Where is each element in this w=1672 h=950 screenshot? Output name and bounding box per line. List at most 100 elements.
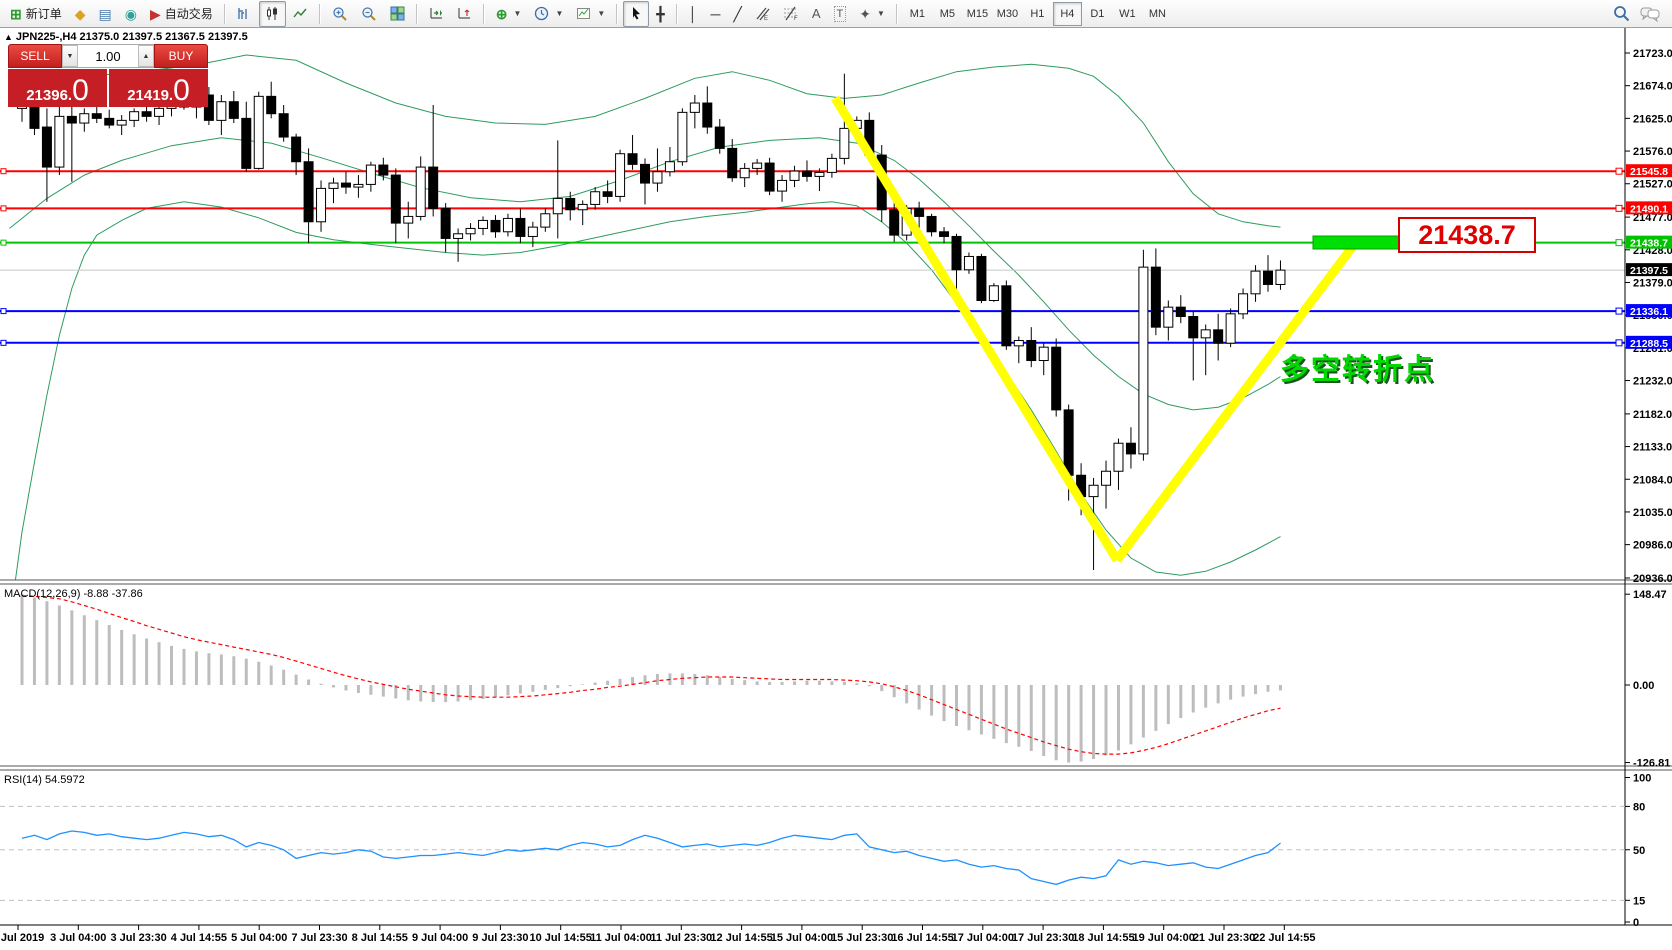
sell-price-dot: . [67, 87, 73, 104]
tile-windows-button[interactable] [384, 1, 411, 27]
collapse-icon[interactable]: ▲ [4, 32, 13, 42]
yellow-trendlines[interactable] [831, 95, 1360, 563]
price-tick-label: 20936.0 [1633, 573, 1672, 585]
time-axis[interactable]: 2 Jul 2019 3 Jul 04:00 3 Jul 23:30 4 Jul 14… [0, 925, 1315, 944]
fibonacci-tool[interactable]: F [777, 1, 805, 27]
search-icon[interactable] [1613, 5, 1630, 22]
line-anchor[interactable] [1615, 239, 1623, 247]
timeframe-h4[interactable]: H4 [1052, 1, 1082, 26]
indicators-button[interactable]: ⊕ ▼ [490, 1, 528, 27]
price-callout-label[interactable]: 21438.7 [1398, 217, 1536, 253]
autotrading-button[interactable]: ▶ 自动交易 [144, 1, 219, 27]
sell-price-big-digit: 0 [72, 74, 89, 107]
templates-button[interactable]: ▼ [570, 1, 611, 27]
zoom-out-button[interactable] [355, 1, 383, 27]
line-anchor[interactable] [0, 339, 7, 346]
timeframe-m15[interactable]: M15 [966, 7, 989, 20]
candle-body [764, 162, 775, 192]
candle-body [453, 233, 464, 239]
candle-body [54, 115, 65, 168]
candlestick-series [17, 73, 1286, 570]
candle-body [615, 153, 626, 197]
price-tick-label: 21379.0 [1633, 277, 1672, 289]
horizontal-line-tool[interactable]: ─ [704, 1, 726, 27]
trendline-tool[interactable]: ╱ [727, 1, 747, 27]
candle-body [652, 171, 663, 184]
candle-body [727, 147, 738, 179]
candlestick-chart-button[interactable] [258, 0, 286, 27]
timeframe-w1[interactable]: W1 [1119, 7, 1136, 20]
volume-increase-button[interactable]: ▲ [138, 45, 154, 67]
periods-button[interactable]: ▼ [528, 1, 569, 27]
timeframe-mn[interactable]: MN [1148, 7, 1166, 20]
auto-scroll-button[interactable] [423, 1, 450, 27]
line-anchor[interactable] [1615, 204, 1623, 212]
timeframe-m5[interactable]: M5 [939, 7, 956, 20]
candle-body [677, 111, 688, 163]
trendline-icon: ╱ [733, 5, 742, 22]
new-order-button[interactable]: ⊞ 新订单 [4, 1, 68, 27]
price-tick-label: 21182.0 [1633, 409, 1672, 421]
data-window-button[interactable]: ▤ [93, 1, 118, 27]
line-anchor[interactable] [0, 239, 7, 246]
candle-body [1088, 484, 1099, 498]
zoom-in-button[interactable] [326, 1, 354, 27]
rsi-label: RSI(14) 54.5972 [4, 774, 85, 786]
volume-decrease-button[interactable]: ▼ [62, 45, 78, 67]
timeframe-m1[interactable]: M1 [909, 7, 926, 20]
candle-body [627, 153, 638, 165]
time-tick-label: 15 Jul 04:00 [771, 932, 833, 944]
candle-body [540, 213, 551, 228]
market-watch-button[interactable]: ◆ [69, 1, 92, 27]
chart-shift-button[interactable] [451, 1, 478, 27]
channel-tool[interactable]: E [749, 1, 776, 27]
line-anchor[interactable] [1615, 167, 1623, 175]
line-anchor[interactable] [0, 205, 7, 212]
candle-body [1275, 269, 1286, 285]
level-lines[interactable] [0, 168, 1625, 346]
time-tick-label: 11 Jul 04:00 [590, 932, 652, 944]
crosshair-tool-button[interactable]: ╋ [650, 1, 670, 27]
candle-body [1125, 442, 1136, 455]
chat-icon[interactable] [1640, 6, 1660, 22]
label-tool[interactable]: T [828, 1, 853, 27]
candle-body [839, 127, 850, 159]
shapes-tool[interactable]: ✦ ▼ [853, 1, 891, 27]
candle-body [1013, 340, 1024, 347]
cursor-tool-button[interactable] [623, 0, 650, 27]
crosshair-icon: ╋ [656, 5, 665, 22]
timeframe-m30[interactable]: M30 [996, 7, 1019, 20]
line-anchor[interactable] [1615, 307, 1623, 315]
line-anchor[interactable] [0, 308, 7, 315]
bar-chart-button[interactable] [231, 1, 258, 27]
candle-body [963, 255, 974, 271]
buy-price-big-digit: 0 [173, 74, 190, 107]
candle-body [440, 207, 451, 239]
new-order-icon: ⊞ [10, 5, 22, 22]
navigator-button[interactable]: ◉ [119, 1, 143, 27]
rsi-axis-label: 0 [1633, 917, 1639, 929]
buy-button[interactable]: BUY [154, 44, 208, 68]
sell-button[interactable]: SELL [8, 44, 62, 68]
time-tick-label: 22 Jul 14:55 [1253, 932, 1315, 944]
candle-body [91, 113, 102, 119]
sell-price-display[interactable]: 21396. 0 [8, 69, 107, 107]
buy-price-display[interactable]: 21419. 0 [109, 69, 208, 107]
vertical-line-tool[interactable]: │ [683, 1, 704, 27]
line-chart-button[interactable] [287, 1, 314, 27]
timeframe-d1[interactable]: D1 [1090, 7, 1105, 20]
turning-point-annotation[interactable]: 多空转折点 [1280, 354, 1436, 386]
line-anchor[interactable] [1615, 339, 1623, 347]
text-tool[interactable]: A [806, 1, 827, 27]
time-tick-label: 15 Jul 23:30 [831, 932, 893, 944]
volume-input[interactable]: 1.00 [95, 48, 121, 64]
timeframe-h1[interactable]: H1 [1030, 7, 1045, 20]
yellow-trendline[interactable] [831, 95, 1121, 563]
candle-body [303, 161, 314, 223]
line-anchor[interactable] [0, 168, 7, 175]
chart-shift-icon [458, 8, 470, 19]
yellow-trendline[interactable] [1113, 239, 1360, 563]
price-axis[interactable]: 21723.0 21674.0 21625.0 21576.0 21527.0 21477… [1615, 48, 1672, 585]
